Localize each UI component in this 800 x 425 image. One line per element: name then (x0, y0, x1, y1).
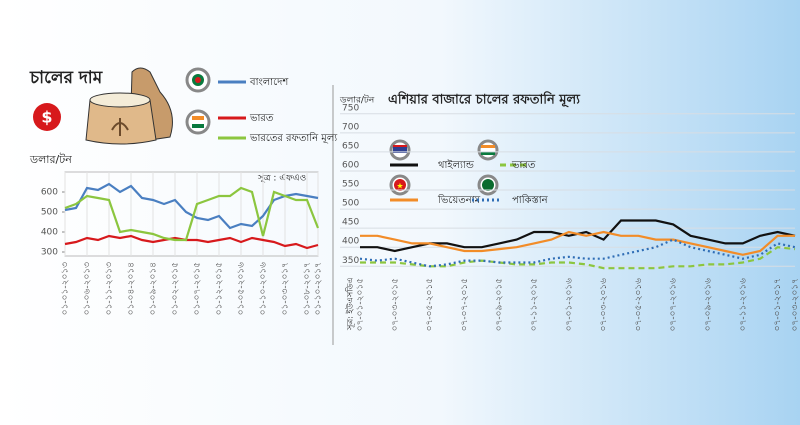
x-tick-label: ০৭-১১-২০১৬ (738, 278, 748, 331)
legend-label: ভারতের রফতানি মূল্য (249, 132, 338, 144)
y-tick-label: 400 (41, 228, 58, 238)
y-tick-label: 450 (342, 218, 359, 228)
x-tick-label: ০৭-০৯-২০১৬ (704, 278, 714, 331)
x-tick-label: ০৭-০১-২০১৭ (773, 278, 783, 331)
legend-label: থাইল্যান্ড (438, 159, 475, 171)
rice-bag-icon (85, 67, 173, 145)
series-line (64, 234, 319, 250)
y-tick-label: 350 (342, 256, 359, 266)
y-tick-label: 600 (41, 188, 58, 198)
y-axis-label: ডলার/টন (339, 94, 375, 106)
y-tick-label: 500 (342, 199, 359, 209)
y-tick-label: 500 (41, 208, 58, 218)
x-tick-label: ০১-০২-২০১৫ (171, 262, 181, 315)
source: সূত্র: ইউএসডিএ (345, 278, 355, 331)
legend-label: ভারত (511, 160, 536, 171)
x-tick-label: ০৭-১১-২০১৫ (530, 278, 540, 331)
x-tick-label: ০১-১০-২০১৬ (259, 262, 269, 315)
legend-label: বাংলাদেশ (249, 77, 289, 88)
x-tick-label: ০১-০৩-২০১৭ (281, 262, 291, 315)
y-axis-label: ডলার/টন (29, 153, 72, 166)
flag-pins: ★ (185, 67, 499, 196)
dollar-icon: $ (33, 103, 61, 131)
y-tick-label: 700 (342, 122, 359, 132)
series-line (64, 186, 320, 242)
legend-label: ভারত (249, 113, 274, 124)
x-tick-label: ০৭-০৯-২০১৫ (495, 278, 505, 331)
legend-label: পাকিস্তান (512, 194, 549, 206)
y-tick-label: 600 (342, 160, 359, 170)
x-tick-label: ০৭-০১-২০১৫ (356, 278, 366, 331)
x-tick-label: ০১-১০-২০১৭ (314, 262, 324, 315)
series-line (360, 230, 795, 256)
y-tick-label: 300 (41, 248, 58, 258)
chart-title: চালের দাম (29, 68, 103, 88)
y-tick-label: 400 (342, 237, 359, 247)
y-tick-label: 550 (342, 180, 359, 190)
series-line (360, 246, 796, 270)
svg-text:$: $ (41, 108, 52, 127)
x-tick-label: ০১-০৪-২০১৪ (127, 262, 137, 315)
x-tick-label: ০১-০৫-২০১৬ (237, 262, 247, 315)
svg-text:★: ★ (396, 182, 403, 191)
y-tick-label: 750 (342, 103, 359, 113)
x-tick-label: ০১-০১-২০১৩ (61, 262, 71, 315)
chart-title: এশিয়ার বাজারে চালের রফতানি মূল্য (388, 91, 581, 109)
x-tick-label: ০৭-০৭-২০১৫ (460, 278, 470, 331)
x-tick-label: ০১-০৯-২০১৪ (149, 262, 159, 315)
x-tick-label: ০৭-০৫-২০১৫ (425, 278, 435, 331)
x-tick-label: ০৭-০৫-২০১৬ (634, 278, 644, 331)
x-tick-label: ০১-১২-২০১৫ (215, 262, 225, 315)
x-tick-label: ০১-০৮-২০১৭ (303, 262, 313, 315)
x-tick-label: ০৭-০৭-২০১৬ (669, 278, 679, 331)
x-tick-label: ০৭-০৩-২০১৫ (390, 278, 400, 331)
x-tick-label: ০৭-০৩-২০১৭ (791, 278, 800, 331)
legend-label: ভিয়েতনাম (437, 194, 481, 206)
source: সূত্র : এফএও (257, 174, 306, 184)
x-tick-label: ০৭-০১-২০১৬ (564, 278, 574, 331)
x-tick-label: ০১-১১-২০১৩ (105, 262, 115, 315)
y-tick-label: 650 (342, 141, 359, 151)
x-tick-label: ০১-০৬-২০১৩ (83, 262, 93, 315)
x-tick-label: ০৭-০৩-২০১৬ (599, 278, 609, 331)
series-line (64, 182, 319, 230)
x-tick-label: ০১-০৭-২০১৫ (193, 262, 203, 315)
